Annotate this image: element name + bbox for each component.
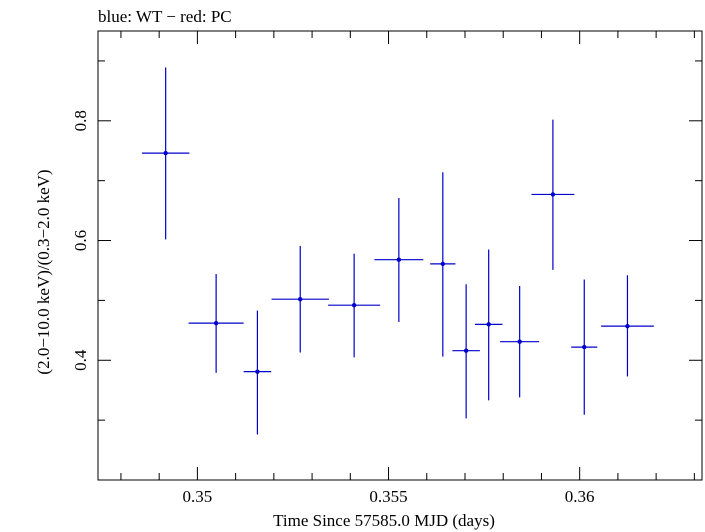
data-point-group bbox=[571, 279, 598, 415]
axis-tick-labels: 0.35 0.355 0.36 0.4 0.6 0.8 bbox=[71, 110, 595, 506]
data-point bbox=[582, 344, 587, 350]
axis-ticks bbox=[98, 31, 702, 480]
data-point bbox=[440, 261, 446, 267]
data-point bbox=[351, 302, 357, 308]
x-axis-label: Time Since 57585.0 MJD (days) bbox=[273, 511, 495, 530]
data-point-group bbox=[500, 286, 540, 398]
data-point-group bbox=[271, 245, 329, 353]
data-point-group bbox=[430, 172, 456, 357]
x-tick-label: 0.36 bbox=[565, 487, 595, 506]
y-axis-label: (2.0−10.0 keV)/(0.3−2.0 keV) bbox=[34, 169, 53, 374]
data-point bbox=[163, 150, 168, 156]
x-tick-label: 0.35 bbox=[183, 487, 213, 506]
data-point-group bbox=[474, 249, 503, 401]
data-point bbox=[213, 320, 219, 326]
data-point-group bbox=[141, 67, 190, 240]
data-point-group bbox=[328, 253, 381, 358]
data-point-group bbox=[243, 310, 272, 435]
data-point bbox=[396, 257, 402, 262]
data-point-group bbox=[531, 119, 575, 270]
data-point bbox=[625, 323, 630, 329]
data-point bbox=[255, 369, 260, 374]
plot-frame bbox=[97, 30, 703, 481]
data-point bbox=[463, 348, 469, 353]
y-tick-label: 0.6 bbox=[71, 230, 90, 251]
y-tick-label: 0.4 bbox=[71, 349, 90, 371]
data-point bbox=[550, 192, 556, 197]
y-tick-label: 0.8 bbox=[71, 110, 90, 131]
data-point bbox=[486, 322, 491, 327]
data-point-group bbox=[188, 274, 244, 373]
data-point-group bbox=[452, 284, 480, 419]
data-point bbox=[298, 297, 303, 302]
chart-title: blue: WT − red: PC bbox=[98, 7, 232, 26]
data-point bbox=[517, 339, 522, 344]
data-point-group bbox=[601, 275, 654, 377]
x-tick-label: 0.355 bbox=[369, 487, 407, 506]
data-point-group bbox=[374, 198, 424, 322]
data-series bbox=[141, 67, 654, 435]
